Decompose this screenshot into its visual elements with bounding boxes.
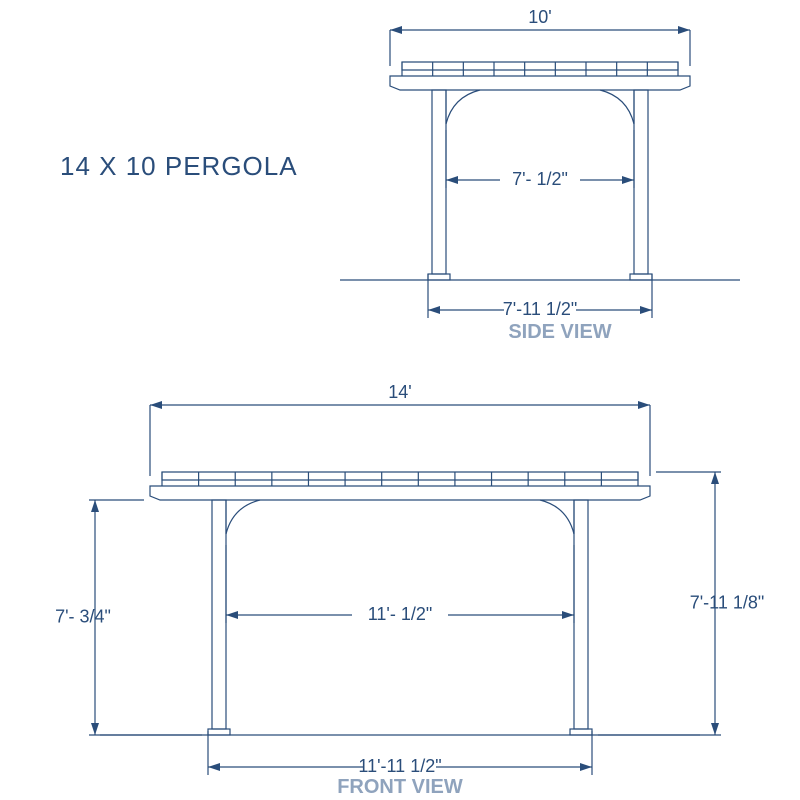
svg-text:11'- 1/2": 11'- 1/2" [368,604,433,624]
front-view: 14' 11'- 1/2" 11'-11 1/2" 7'- 3/4" 7'-11 1/8… [55,382,764,798]
front-view-label: FRONT VIEW [337,776,463,798]
svg-text:7'- 3/4": 7'- 3/4" [55,606,111,626]
svg-text:11'-11 1/2": 11'-11 1/2" [358,756,441,776]
svg-text:7'- 1/2": 7'- 1/2" [512,169,568,189]
page-title: 14 X 10 PERGOLA [60,151,298,181]
svg-text:10': 10' [528,7,551,27]
svg-text:7'-11 1/8": 7'-11 1/8" [690,592,765,612]
side-view: 10' 7'- 1/2" 7'-11 1/2"SIDE VIEW [340,7,740,343]
svg-text:14': 14' [388,382,411,402]
svg-text:7'-11 1/2": 7'-11 1/2" [503,299,578,319]
side-view-label: SIDE VIEW [508,321,611,343]
